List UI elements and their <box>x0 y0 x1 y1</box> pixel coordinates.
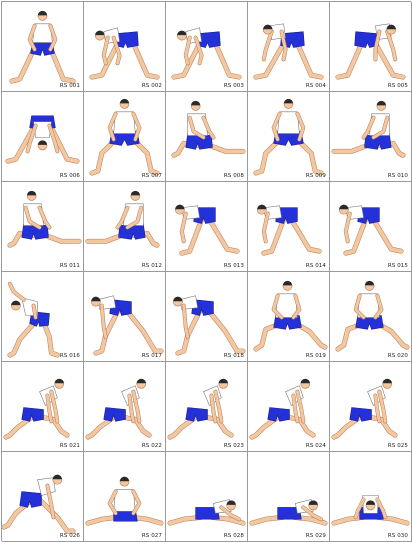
stretch-card: RS 018 <box>166 272 248 362</box>
stretch-code-label: RS 025 <box>387 443 408 449</box>
stretch-card: RS 020 <box>330 272 412 362</box>
stretch-code-label: RS 027 <box>141 533 162 539</box>
stretch-figure <box>335 23 406 80</box>
stretch-code-label: RS 018 <box>223 353 244 359</box>
stretch-code-label: RS 001 <box>59 83 80 89</box>
stretch-figure <box>9 10 76 84</box>
stretch-card: RS 016 <box>2 272 84 362</box>
stretch-card: RS 007 <box>84 92 166 182</box>
stretch-card: RS 019 <box>248 272 330 362</box>
stretch-card: RS 027 <box>84 452 166 542</box>
stretch-figure <box>89 27 160 80</box>
stretch-figure <box>171 27 242 80</box>
stretch-figure <box>7 190 82 248</box>
stretch-code-label: RS 023 <box>223 443 244 449</box>
stretch-figure <box>89 98 160 176</box>
stretch-card: RS 028 <box>166 452 248 542</box>
stretch-card: RS 006 <box>2 92 84 182</box>
stretch-code-label: RS 020 <box>387 353 408 359</box>
stretch-card: RS 001 <box>2 2 84 92</box>
stretch-code-label: RS 019 <box>305 353 326 359</box>
stretch-card: RS 014 <box>248 182 330 272</box>
stretch-figure <box>2 474 76 534</box>
stretch-figure <box>256 204 322 256</box>
stretch-code-label: RS 015 <box>387 263 408 269</box>
stretch-code-label: RS 017 <box>141 353 162 359</box>
stretch-code-label: RS 028 <box>223 533 244 539</box>
stretch-card: RS 017 <box>84 272 166 362</box>
stretch-code-label: RS 021 <box>59 443 80 449</box>
stretch-code-label: RS 002 <box>141 83 162 89</box>
stretch-figure <box>331 378 398 440</box>
stretch-code-label: RS 006 <box>59 173 80 179</box>
stretch-code-label: RS 005 <box>387 83 408 89</box>
stretch-figure <box>167 499 246 526</box>
stretch-code-label: RS 003 <box>223 83 244 89</box>
stretch-code-label: RS 014 <box>305 263 326 269</box>
stretch-code-label: RS 010 <box>387 173 408 179</box>
stretch-card: RS 004 <box>248 2 330 92</box>
stretch-card: RS 009 <box>248 92 330 182</box>
stretch-card: RS 003 <box>166 2 248 92</box>
stretch-figure <box>253 98 324 176</box>
stretch-figure <box>3 378 70 440</box>
stretch-figure <box>174 204 240 256</box>
stretch-card: RS 015 <box>330 182 412 272</box>
stretch-code-label: RS 008 <box>223 173 244 179</box>
stretch-card: RS 022 <box>84 362 166 452</box>
stretch-code-label: RS 016 <box>59 353 80 359</box>
stretch-code-label: RS 022 <box>141 443 162 449</box>
stretch-card: RS 008 <box>166 92 248 182</box>
stretch-card: RS 012 <box>84 182 166 272</box>
stretch-code-label: RS 004 <box>305 83 326 89</box>
stretch-card: RS 030 <box>330 452 412 542</box>
stretch-figure <box>338 204 404 256</box>
stretch-figure <box>253 280 328 352</box>
stretch-code-label: RS 007 <box>141 173 162 179</box>
stretch-card: RS 010 <box>330 92 412 182</box>
stretch-card: RS 005 <box>330 2 412 92</box>
stretch-figure <box>173 295 246 356</box>
stretch-figure <box>167 378 234 440</box>
stretch-card: RS 029 <box>248 452 330 542</box>
stretch-figure <box>253 23 324 80</box>
stretch-code-label: RS 029 <box>305 533 326 539</box>
stretch-figure <box>171 100 246 158</box>
stretch-figure <box>331 100 406 158</box>
stretch-figure <box>335 280 410 352</box>
stretch-code-label: RS 013 <box>223 263 244 269</box>
stretch-figure <box>7 281 60 358</box>
stretch-card: RS 011 <box>2 182 84 272</box>
stretch-card: RS 021 <box>2 362 84 452</box>
stretch-figure <box>85 476 164 526</box>
stretch-code-label: RS 026 <box>59 533 80 539</box>
stretch-figure <box>91 295 164 356</box>
stretch-card: RS 024 <box>248 362 330 452</box>
stretch-card: RS 026 <box>2 452 84 542</box>
stretch-figure <box>249 378 316 440</box>
stretch-card: RS 025 <box>330 362 412 452</box>
stretch-code-label: RS 024 <box>305 443 326 449</box>
stretch-figure <box>5 115 80 164</box>
stretch-card: RS 002 <box>84 2 166 92</box>
stretch-card: RS 013 <box>166 182 248 272</box>
stretch-figure <box>331 495 410 526</box>
stretch-code-label: RS 030 <box>387 533 408 539</box>
stretch-code-label: RS 009 <box>305 173 326 179</box>
stretch-code-label: RS 011 <box>59 263 80 269</box>
stretch-figure <box>85 190 160 248</box>
stretch-card: RS 023 <box>166 362 248 452</box>
stretch-code-label: RS 012 <box>141 263 162 269</box>
stretch-figure <box>85 378 152 440</box>
stretch-figure <box>249 499 328 526</box>
